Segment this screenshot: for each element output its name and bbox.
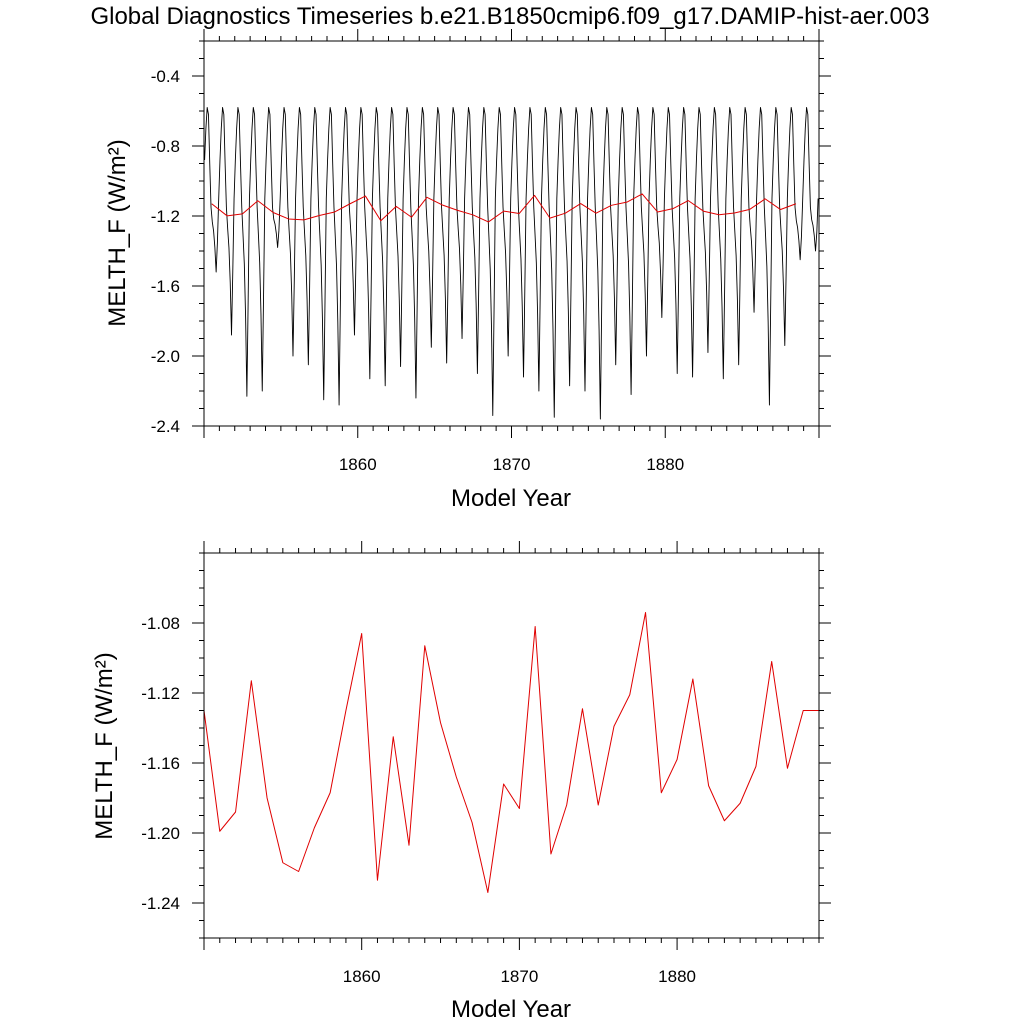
bottom-y-tick-label: -1.20 <box>141 824 180 843</box>
top-x-tick-label: 1870 <box>493 455 531 474</box>
bottom-x-tick-label: 1870 <box>500 967 538 986</box>
top-x-tick-label: 1860 <box>339 455 377 474</box>
top-y-tick-label: -2.4 <box>151 417 180 436</box>
figure-title: Global Diagnostics Timeseries b.e21.B185… <box>90 3 929 30</box>
top-y-tick-label: -0.4 <box>151 67 180 86</box>
top-x-axis-label: Model Year <box>451 485 571 512</box>
top-panel: Model Year MELTH_F (W/m²) 1860 1870 1880 -2… <box>104 29 831 512</box>
bottom-series-group <box>204 612 819 893</box>
top-series-group <box>204 107 819 420</box>
bottom-x-axis-label: Model Year <box>451 996 571 1023</box>
bottom-annual-series-line <box>204 612 819 893</box>
top-y-tick-label: -1.2 <box>151 207 180 226</box>
top-y-tick-label: -0.8 <box>151 137 180 156</box>
bottom-x-tick-label: 1880 <box>658 967 696 986</box>
bottom-x-tick-label: 1860 <box>343 967 381 986</box>
top-y-axis-label: MELTH_F (W/m²) <box>104 139 131 327</box>
bottom-plot-frame <box>203 552 820 939</box>
bottom-y-tick-label: -1.12 <box>141 684 180 703</box>
top-monthly-series-line <box>204 107 819 420</box>
bottom-y-axis-label: MELTH_F (W/m²) <box>91 652 118 840</box>
bottom-y-tick-label: -1.16 <box>141 754 180 773</box>
bottom-y-tick-label: -1.08 <box>141 614 180 633</box>
bottom-y-tick-label: -1.24 <box>141 894 180 913</box>
top-plot-frame <box>203 40 820 427</box>
top-y-tick-label: -2.0 <box>151 347 180 366</box>
top-annual-series-line <box>211 193 797 223</box>
bottom-panel: Model Year MELTH_F (W/m²) 1860 1870 1880 -1… <box>91 541 831 1023</box>
top-y-tick-label: -1.6 <box>151 277 180 296</box>
top-x-tick-label: 1880 <box>646 455 684 474</box>
